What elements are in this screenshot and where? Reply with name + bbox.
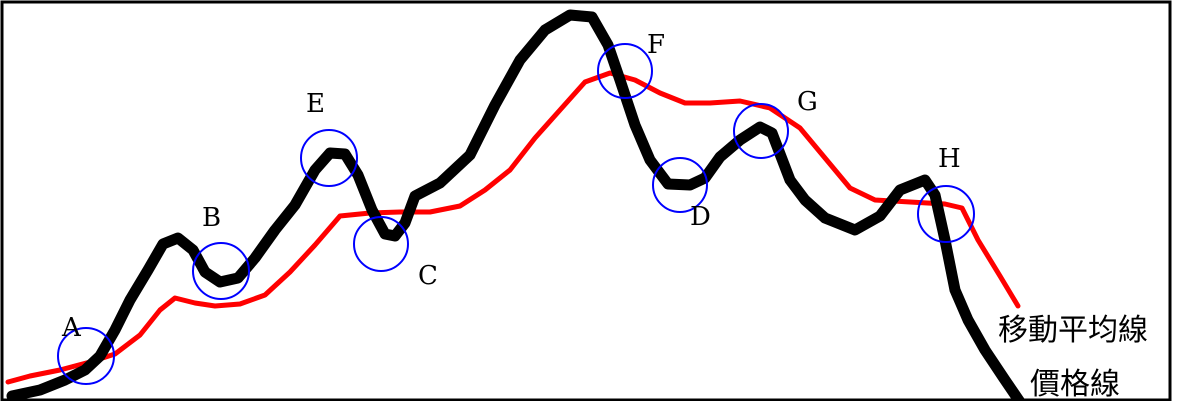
point-label-g: G — [797, 87, 818, 117]
marker-circle-b — [192, 242, 250, 300]
marker-circle-a — [57, 327, 115, 385]
marker-circle-h — [917, 185, 975, 243]
marker-circle-c — [353, 216, 409, 272]
point-label-h: H — [938, 144, 961, 174]
point-label-d: D — [690, 202, 711, 232]
point-label-a: A — [61, 313, 82, 343]
marker-circles — [57, 43, 975, 385]
marker-circle-d — [652, 157, 708, 213]
marker-circle-g — [733, 103, 789, 159]
marker-circle-e — [300, 129, 358, 187]
point-label-b: B — [202, 203, 221, 233]
moving-average-line — [5, 70, 1021, 385]
point-label-e: E — [306, 89, 325, 119]
point-label-f: F — [647, 30, 665, 60]
price-line — [6, 9, 1026, 401]
moving-average-label: 移動平均線 — [998, 313, 1148, 348]
point-label-c: C — [418, 261, 438, 291]
marker-circle-f — [597, 43, 653, 99]
price-line-label: 價格線 — [1030, 367, 1120, 401]
